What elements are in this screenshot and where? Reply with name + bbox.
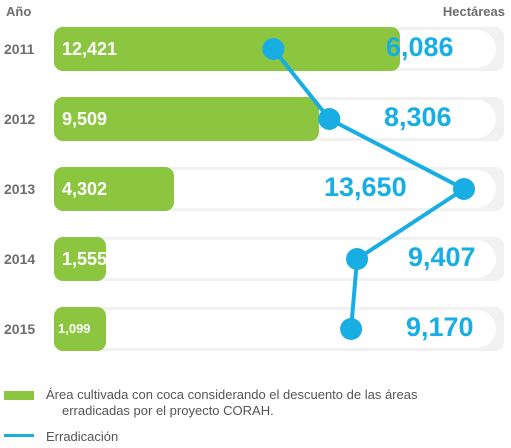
row-background (54, 237, 504, 281)
erradicacion-point-2011 (262, 38, 285, 60)
erradicacion-value-label-2012: 8,306 (384, 102, 452, 132)
erradicacion-value-label-2015: 9,170 (406, 312, 474, 342)
legend-label-erradicacion: Erradicación (46, 429, 119, 444)
legend-label-coca-line1: Área cultivada con coca considerando el … (46, 387, 418, 402)
row-background-inner (60, 240, 496, 278)
year-label-2015: 2015 (4, 321, 36, 337)
legend-label-coca-line2: erradicadas por el proyecto CORAH. (62, 403, 274, 418)
coca-value-label-2014: 1,555 (62, 249, 108, 269)
coca-value-label-2012: 9,509 (62, 109, 108, 129)
row-background (54, 307, 504, 351)
erradicacion-value-label-2014: 9,407 (408, 242, 476, 272)
coca-value-label-2013: 4,302 (62, 179, 108, 199)
erradicacion-line (271, 47, 468, 330)
erradicacion-point-2013 (453, 178, 475, 200)
year-label-2011: 2011 (4, 41, 35, 57)
row-background-inner (60, 310, 496, 348)
coca-value-label-2015: 1,099 (58, 321, 91, 336)
coca-bar-2013: 4,302 (54, 167, 174, 211)
coca-bar-2014: 1,555 (54, 237, 108, 281)
coca-bar-2015: 1,099 (54, 307, 106, 351)
coca-bar-2012: 9,509 (54, 97, 319, 141)
erradicacion-value-label-2011: 6,086 (386, 32, 454, 62)
legend-swatch-erradicacion (4, 434, 34, 437)
erradicacion-point-2012 (318, 108, 341, 130)
erradicacion-point-2014 (346, 248, 369, 270)
coca-value-label-2011: 12,421 (62, 39, 118, 59)
erradicacion-value-label-2013: 13,650 (324, 172, 407, 202)
legend-swatch-coca (4, 391, 34, 400)
coca-bar-2011: 12,421 (54, 27, 400, 71)
year-label-2013: 2013 (4, 181, 36, 197)
unit-header: Hectáreas (442, 4, 505, 19)
erradicacion-point-2015 (340, 318, 363, 340)
year-header: Año (6, 4, 32, 19)
year-label-2012: 2012 (4, 111, 36, 127)
year-label-2014: 2014 (4, 251, 36, 267)
